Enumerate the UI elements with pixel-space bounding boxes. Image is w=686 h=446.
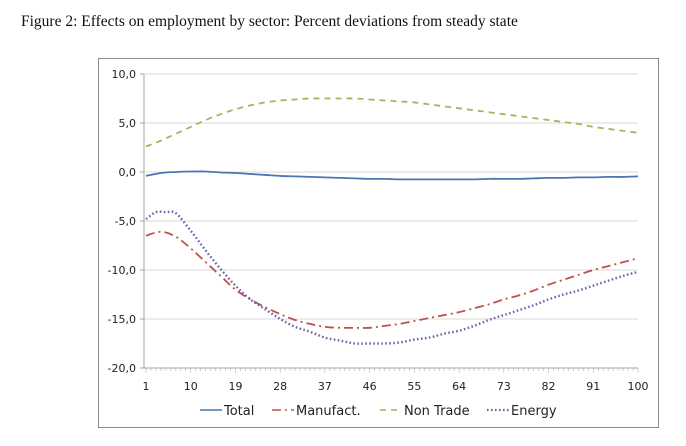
series-line-energy — [145, 210, 639, 345]
y-tick-label: -10,0 — [108, 264, 136, 277]
series-lines — [145, 97, 639, 345]
x-tick-label: 55 — [407, 380, 421, 393]
series-line-manufact — [145, 230, 639, 329]
y-tick-label: 0,0 — [119, 166, 137, 179]
x-tick-labels: 1 10 19 28 37 46 55 64 73 82 91 100 — [143, 380, 649, 393]
x-tick-label: 73 — [497, 380, 511, 393]
legend-item-non-trade: Non Trade — [380, 404, 470, 419]
legend-label: Energy — [511, 404, 557, 419]
y-tick-label: -5,0 — [115, 215, 136, 228]
y-tick-labels: 10,0 5,0 0,0 -5,0 -10,0 -15,0 -20,0 — [108, 68, 136, 375]
legend-label: Non Trade — [404, 404, 470, 419]
x-tick-label: 91 — [586, 380, 600, 393]
gridlines — [144, 73, 638, 320]
x-tick-label: 19 — [228, 380, 242, 393]
legend-item-manufact: Manufact. — [272, 404, 361, 419]
legend-item-total: Total — [200, 404, 254, 419]
x-tick-label: 37 — [318, 380, 332, 393]
x-tick-label: 64 — [452, 380, 466, 393]
y-tick-label: 5,0 — [119, 117, 137, 130]
series-line-non-trade — [145, 97, 639, 148]
y-tick-label: 10,0 — [112, 68, 137, 81]
legend-label: Total — [223, 404, 254, 419]
x-tick-label: 1 — [143, 380, 150, 393]
x-tick-label: 10 — [184, 380, 198, 393]
x-tick-label: 46 — [363, 380, 377, 393]
y-tick-label: -15,0 — [108, 313, 136, 326]
y-tick-label: -20,0 — [108, 362, 136, 375]
x-tick-label: 28 — [273, 380, 287, 393]
legend-item-energy: Energy — [487, 404, 557, 419]
series-line-total — [145, 170, 639, 181]
axes — [140, 73, 639, 373]
chart-frame — [98, 58, 659, 428]
figure-title: Figure 2: Effects on employment by secto… — [21, 13, 518, 30]
x-tick-label: 100 — [628, 380, 649, 393]
legend-label: Manufact. — [296, 404, 361, 419]
legend: Total Manufact. Non Trade Energy — [200, 404, 557, 419]
x-tick-label: 82 — [542, 380, 556, 393]
